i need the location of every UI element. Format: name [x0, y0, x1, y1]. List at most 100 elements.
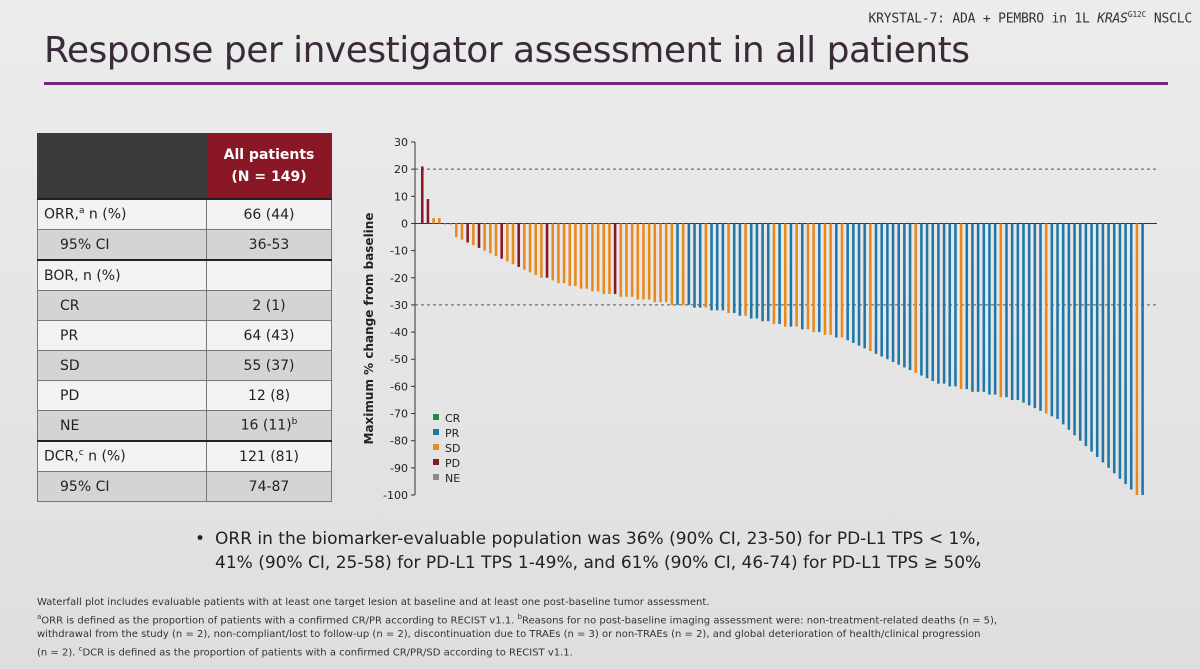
table-row: PD 12 (8)	[37, 380, 332, 411]
table-row-value: 64 (43)	[206, 320, 332, 351]
waterfall-bar	[449, 223, 452, 225]
waterfall-bar	[647, 223, 651, 300]
waterfall-chart: 30 20 10 0 -10 -20 -30 -40 -50 -60 -70 -80 -90 -100 Ma…	[345, 130, 1165, 509]
waterfall-bar	[1061, 223, 1065, 425]
table-row-value: 55 (37)	[206, 350, 332, 381]
waterfall-bar	[551, 223, 554, 281]
waterfall-bar	[1016, 223, 1020, 400]
waterfall-bar	[659, 223, 662, 303]
waterfall-bar	[477, 223, 481, 248]
waterfall-bar	[1010, 223, 1014, 400]
row-value-sup: b	[291, 417, 298, 428]
row-label-text: PR	[60, 327, 79, 344]
waterfall-bar	[835, 223, 838, 338]
waterfall-bar	[1107, 223, 1110, 468]
row-label-sup: c	[78, 448, 84, 459]
waterfall-bar	[1084, 223, 1088, 447]
waterfall-bar	[937, 223, 940, 384]
table-row-value: 121 (81)	[206, 440, 332, 472]
table-row-label: BOR, n (%)	[37, 259, 207, 291]
y-tick-label: -90	[390, 462, 408, 475]
response-table: All patients (N = 149) ORR,a n (%) 66 (44)…	[37, 133, 332, 502]
waterfall-bar	[517, 223, 520, 267]
waterfall-bar	[438, 218, 441, 224]
waterfall-bar	[999, 223, 1003, 398]
waterfall-bar	[784, 223, 787, 327]
table-row-value: 2 (1)	[206, 290, 332, 321]
table-row-label: NE	[37, 410, 207, 442]
waterfall-bar	[903, 223, 906, 368]
waterfall-bar	[1101, 223, 1105, 463]
waterfall-svg: 30 20 10 0 -10 -20 -30 -40 -50 -60 -70 -80 -90 -100 Ma…	[362, 136, 1157, 502]
waterfall-bar	[664, 223, 668, 303]
waterfall-bar	[613, 223, 617, 295]
waterfall-bar	[886, 223, 889, 360]
waterfall-bar	[801, 223, 804, 330]
table-row: 95% CI 74-87	[37, 471, 332, 502]
legend-label: PR	[445, 427, 460, 440]
header-tag-sup: G12C	[1127, 10, 1147, 19]
waterfall-bar	[761, 223, 764, 322]
waterfall-bar	[630, 223, 634, 297]
waterfall-bar	[1124, 223, 1127, 485]
waterfall-bar	[472, 223, 475, 246]
waterfall-bar	[1141, 223, 1144, 495]
waterfall-bar	[704, 223, 708, 308]
header-tag: KRYSTAL-7: ADA + PEMBRO in 1L KRASG12C N…	[868, 10, 1192, 26]
y-tick-label: 20	[394, 163, 408, 176]
waterfall-bar	[965, 223, 969, 390]
waterfall-bar	[642, 223, 645, 300]
table-row-label: 95% CI	[37, 471, 207, 502]
waterfall-bar	[982, 223, 986, 392]
table-row-label: SD	[37, 350, 207, 381]
waterfall-bar	[806, 223, 810, 330]
row-value-text: 2 (1)	[252, 297, 286, 314]
waterfall-bar	[528, 223, 532, 273]
table-row-label: PD	[37, 380, 207, 411]
waterfall-bar	[534, 223, 537, 276]
waterfall-bar	[971, 223, 974, 392]
waterfall-bar	[562, 223, 566, 284]
waterfall-bar	[818, 223, 821, 333]
title-divider	[44, 82, 1168, 85]
waterfall-bar	[948, 223, 952, 387]
row-value-text: 66 (44)	[243, 206, 295, 223]
legend-swatch	[433, 444, 439, 450]
y-tick-label: 10	[394, 190, 408, 203]
waterfall-bar	[1078, 223, 1082, 441]
waterfall-bar	[1044, 223, 1048, 414]
waterfall-bar	[625, 223, 628, 297]
row-value-text: 64 (43)	[243, 327, 295, 344]
waterfall-bar	[749, 223, 753, 319]
row-label-text: NE	[60, 417, 80, 434]
waterfall-bar	[874, 223, 878, 354]
waterfall-bar	[693, 223, 696, 308]
waterfall-bar	[914, 223, 917, 373]
waterfall-bar	[863, 223, 866, 349]
waterfall-bar	[636, 223, 640, 300]
footnote-sup-c: c	[78, 645, 83, 654]
waterfall-bar	[545, 223, 549, 278]
waterfall-bar	[557, 223, 560, 284]
row-value-text: 12 (8)	[247, 387, 291, 404]
legend-label: PD	[445, 457, 460, 470]
table-row-value: 66 (44)	[206, 198, 332, 230]
y-tick-label: 0	[401, 217, 408, 230]
waterfall-bar	[1135, 223, 1139, 495]
waterfall-bar	[721, 223, 725, 311]
header-tag-suffix: NSCLC	[1146, 11, 1192, 27]
footnote-sup-a: a	[37, 613, 42, 621]
bullet-dot: •	[195, 529, 206, 549]
waterfall-bar	[455, 223, 458, 238]
waterfall-bar	[778, 223, 781, 324]
waterfall-bar	[432, 218, 435, 224]
footnote-sup-b: b	[517, 613, 523, 621]
waterfall-bar	[931, 223, 935, 381]
legend-label: NE	[445, 472, 460, 485]
table-row: DCR,c n (%) 121 (81)	[37, 440, 332, 472]
table-row: CR 2 (1)	[37, 290, 332, 321]
waterfall-bar	[857, 223, 861, 346]
waterfall-bar	[993, 223, 997, 395]
waterfall-bar	[608, 223, 611, 295]
waterfall-bar	[568, 223, 572, 286]
